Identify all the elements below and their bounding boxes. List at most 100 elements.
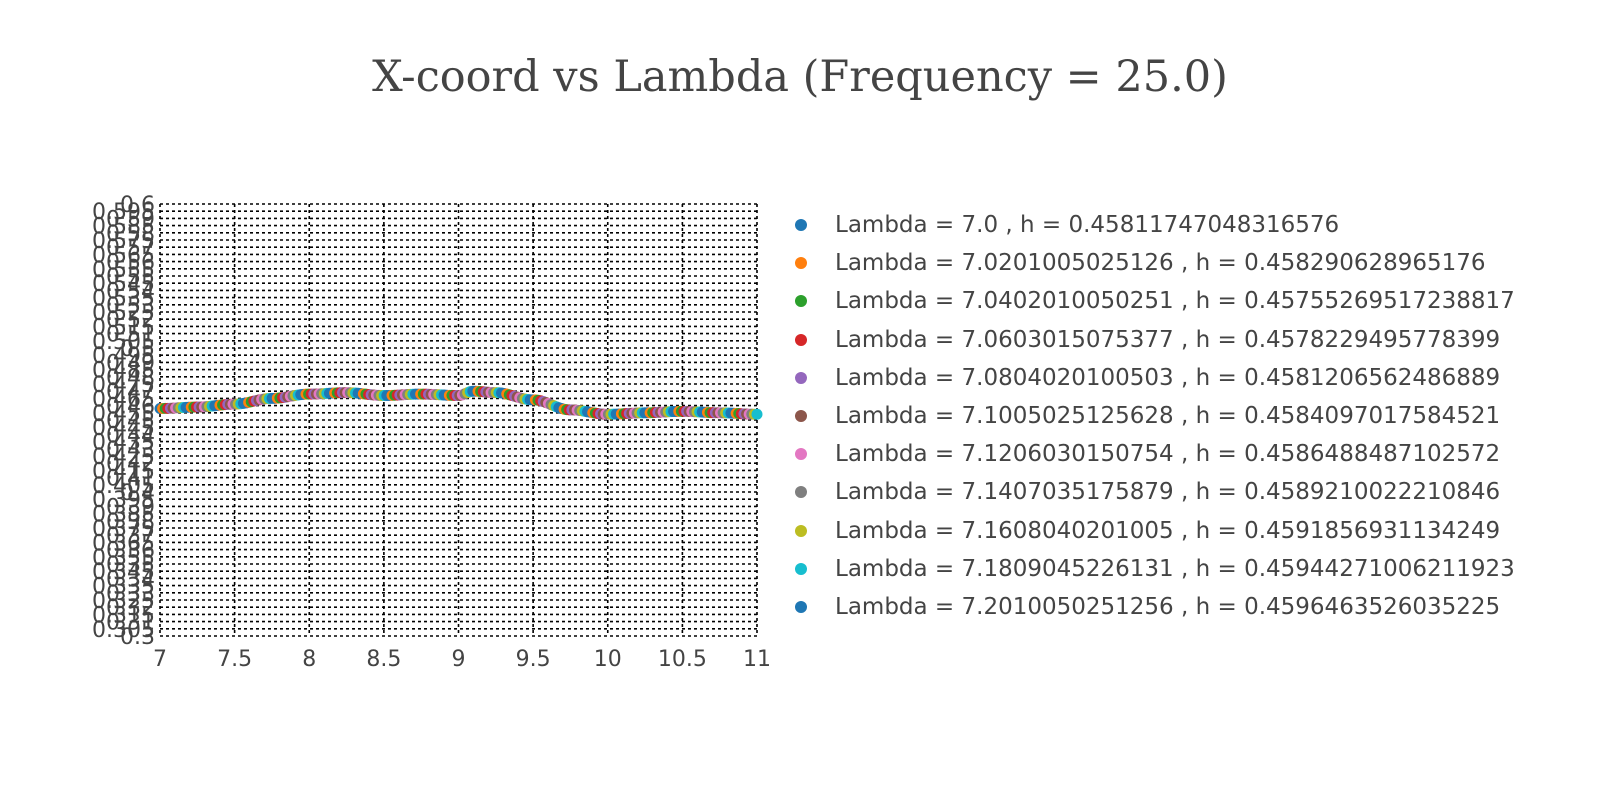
x-tick-label: 11 [743, 647, 771, 672]
legend-item[interactable]: Lambda = 7.0201005025126 , h = 0.4582906… [795, 244, 1600, 282]
y-tick-label: 0.445 [92, 416, 155, 441]
y-tick-label: 0.305 [92, 618, 155, 643]
legend-item[interactable]: Lambda = 7.1608040201005 , h = 0.4591856… [795, 512, 1600, 550]
legend-item[interactable]: Lambda = 7.2010050251256 , h = 0.4596463… [795, 588, 1600, 626]
y-tick-label: 0.335 [92, 575, 155, 600]
y-tick-label: 0.33 [106, 582, 155, 607]
x-tick-label: 8 [302, 647, 316, 672]
y-tick-label: 0.515 [92, 315, 155, 340]
y-tick-label: 0.6 [120, 193, 155, 218]
legend-item[interactable]: Lambda = 7.0603015075377 , h = 0.4578229… [795, 321, 1600, 359]
y-tick-label: 0.495 [92, 344, 155, 369]
y-tick-label: 0.545 [92, 272, 155, 297]
y-tick-label: 0.54 [106, 279, 155, 304]
y-tick-label: 0.58 [106, 222, 155, 247]
y-tick-label: 0.45 [106, 409, 155, 434]
legend-marker-icon [795, 219, 807, 232]
legend-label: Lambda = 7.0201005025126 , h = 0.4582906… [835, 250, 1486, 277]
x-tick-labels: 7 7.5 8 8.5 9 9.5 10 10.5 11 [153, 647, 771, 672]
legend-label: Lambda = 7.0603015075377 , h = 0.4578229… [835, 326, 1501, 353]
y-tick-label: 0.31 [106, 611, 155, 636]
y-tick-label: 0.575 [92, 229, 155, 254]
legend-marker-icon [795, 448, 807, 461]
legend-item[interactable]: Lambda = 7.1407035175879 , h = 0.4589210… [795, 473, 1600, 511]
y-tick-label: 0.49 [106, 351, 155, 376]
y-tick-label: 0.325 [92, 589, 155, 614]
legend-marker-icon [795, 333, 807, 346]
grid-layer [159, 203, 758, 637]
y-tick-label: 0.5 [120, 337, 155, 362]
x-tick-label: 9.5 [516, 647, 551, 672]
y-tick-label: 0.505 [92, 330, 155, 355]
data-point [751, 408, 763, 420]
legend-label: Lambda = 7.1608040201005 , h = 0.4591856… [835, 517, 1501, 544]
y-tick-label: 0.37 [106, 524, 155, 549]
legend-item[interactable]: Lambda = 7.1809045226131 , h = 0.4594427… [795, 550, 1600, 588]
y-tick-label: 0.53 [106, 294, 155, 319]
legend-label: Lambda = 7.0804020100503 , h = 0.4581206… [835, 364, 1501, 391]
y-tick-label: 0.455 [92, 402, 155, 427]
y-tick-label: 0.555 [92, 258, 155, 283]
y-tick-label: 0.56 [106, 251, 155, 276]
legend-item[interactable]: Lambda = 7.0804020100503 , h = 0.4581206… [795, 359, 1600, 397]
legend-item[interactable]: Lambda = 7.0 , h = 0.45811747048316576 [795, 206, 1600, 244]
y-tick-label: 0.385 [92, 503, 155, 528]
y-tick-label: 0.595 [92, 200, 155, 225]
x-tick-label: 10 [594, 647, 622, 672]
y-tick-label: 0.565 [92, 243, 155, 268]
y-tick-labels: 0.30.3050.310.3150.320.3250.330.3350.340… [92, 193, 155, 650]
x-tick-label: 10.5 [658, 647, 707, 672]
data-markers [154, 385, 763, 420]
x-tick-label: 9 [452, 647, 466, 672]
legend-label: Lambda = 7.1005025125628 , h = 0.4584097… [835, 403, 1501, 430]
y-tick-label: 0.465 [92, 387, 155, 412]
y-tick-label: 0.32 [106, 596, 155, 621]
y-tick-label: 0.52 [106, 308, 155, 333]
y-tick-label: 0.44 [106, 423, 155, 448]
legend-item[interactable]: Lambda = 7.1206030150754 , h = 0.4586488… [795, 435, 1600, 473]
legend-marker-icon [795, 562, 807, 575]
legend-marker-icon [795, 410, 807, 423]
y-tick-label: 0.51 [106, 323, 155, 348]
y-tick-label: 0.395 [92, 488, 155, 513]
y-tick-label: 0.425 [92, 445, 155, 470]
y-tick-label: 0.57 [106, 236, 155, 261]
legend-marker-icon [795, 257, 807, 270]
y-tick-label: 0.48 [106, 366, 155, 391]
x-tick-label: 7 [153, 647, 167, 672]
y-tick-label: 0.42 [106, 452, 155, 477]
y-tick-label: 0.365 [92, 531, 155, 556]
legend-marker-icon [795, 486, 807, 499]
y-tick-label: 0.59 [106, 207, 155, 232]
y-tick-label: 0.355 [92, 546, 155, 571]
y-tick-label: 0.41 [106, 467, 155, 492]
legend-label: Lambda = 7.1206030150754 , h = 0.4586488… [835, 441, 1501, 468]
legend-label: Lambda = 7.0402010050251 , h = 0.4575526… [835, 288, 1515, 315]
y-tick-label: 0.375 [92, 517, 155, 542]
y-tick-label: 0.47 [106, 380, 155, 405]
legend-label: Lambda = 7.2010050251256 , h = 0.4596463… [835, 593, 1501, 620]
y-tick-label: 0.38 [106, 510, 155, 535]
y-tick-label: 0.535 [92, 287, 155, 312]
y-tick-label: 0.415 [92, 459, 155, 484]
y-tick-label: 0.3 [120, 625, 155, 650]
x-tick-label: 7.5 [217, 647, 252, 672]
legend-label: Lambda = 7.0 , h = 0.45811747048316576 [835, 212, 1340, 239]
legend-marker-icon [795, 295, 807, 308]
y-tick-label: 0.46 [106, 395, 155, 420]
y-tick-label: 0.35 [106, 553, 155, 578]
legend-label: Lambda = 7.1809045226131 , h = 0.4594427… [835, 555, 1515, 582]
legend-marker-icon [795, 371, 807, 384]
legend-item[interactable]: Lambda = 7.0402010050251 , h = 0.4575526… [795, 282, 1600, 320]
y-tick-label: 0.315 [92, 603, 155, 628]
y-tick-label: 0.43 [106, 438, 155, 463]
y-tick-label: 0.435 [92, 431, 155, 456]
legend-item[interactable]: Lambda = 7.1005025125628 , h = 0.4584097… [795, 397, 1600, 435]
chart-title: X-coord vs Lambda (Frequency = 25.0) [372, 52, 1228, 102]
y-tick-label: 0.34 [106, 567, 155, 592]
y-tick-label: 0.405 [92, 474, 155, 499]
y-tick-label: 0.36 [106, 539, 155, 564]
legend-marker-icon [795, 524, 807, 537]
y-tick-label: 0.485 [92, 359, 155, 384]
